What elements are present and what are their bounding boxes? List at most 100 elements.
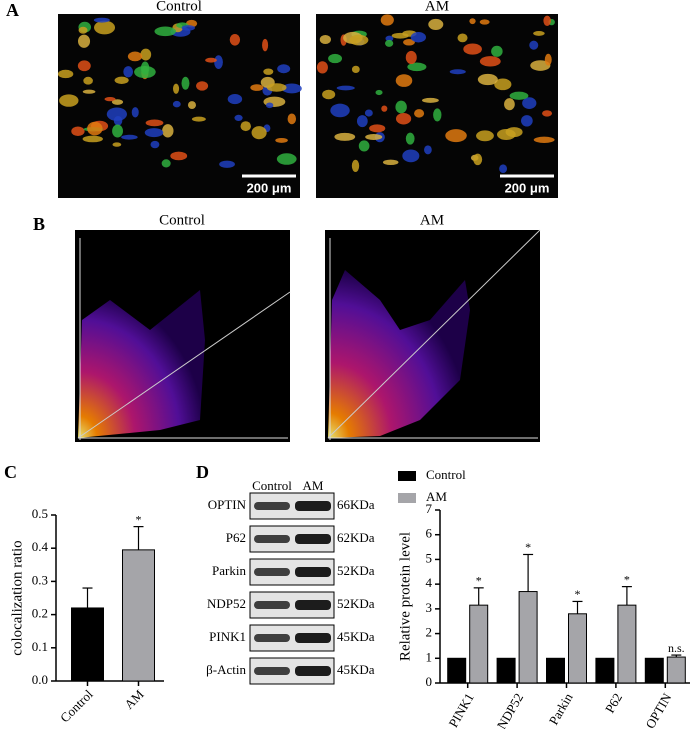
y-tick-label: 6	[426, 526, 433, 541]
cell	[316, 61, 328, 74]
protein-label: OPTIN	[208, 497, 247, 512]
cell	[57, 69, 74, 79]
legend-label: AM	[426, 489, 447, 504]
image-title: Control	[156, 0, 202, 14]
significance: *	[476, 574, 482, 588]
cell	[322, 89, 336, 100]
cell	[150, 140, 160, 149]
cell	[476, 130, 494, 142]
cell	[349, 34, 369, 46]
cell	[251, 126, 267, 140]
cell	[277, 64, 291, 74]
cell	[543, 15, 551, 26]
cell	[457, 33, 468, 43]
cell	[424, 145, 432, 155]
cell	[172, 100, 181, 108]
cell	[496, 129, 516, 140]
cell	[82, 135, 103, 143]
cell	[428, 18, 444, 30]
cell	[395, 74, 413, 87]
cell	[479, 56, 501, 67]
significance: n.s.	[668, 641, 685, 655]
band	[295, 600, 331, 610]
cell	[219, 160, 235, 168]
cell	[287, 113, 297, 125]
bar	[518, 591, 538, 684]
cell	[83, 76, 93, 85]
cell	[262, 38, 269, 52]
blot-header: Control	[252, 478, 292, 493]
cell	[403, 39, 415, 46]
cells	[57, 14, 555, 174]
cell	[276, 153, 297, 165]
cell	[281, 83, 302, 94]
cell	[234, 114, 243, 122]
cell	[334, 132, 356, 141]
cell	[266, 83, 287, 92]
band	[254, 634, 290, 642]
protein-label: β-Actin	[206, 662, 246, 677]
scale-bar-label: 200 μm	[505, 180, 550, 195]
panel-label: A	[6, 0, 19, 20]
cell	[375, 89, 383, 96]
band	[254, 535, 290, 543]
cell	[364, 109, 373, 117]
cell	[181, 25, 195, 31]
y-tick-label: 0.1	[32, 639, 48, 654]
protein-label: Parkin	[212, 563, 246, 578]
y-axis-label: Relative protein level	[397, 532, 413, 661]
cell	[479, 19, 490, 25]
cell	[414, 109, 425, 118]
size-label: 66KDa	[337, 497, 375, 512]
bar	[617, 604, 637, 684]
y-tick-label: 7	[426, 501, 433, 516]
protein-label: PINK1	[209, 629, 246, 644]
legend-swatch	[398, 471, 416, 481]
cell	[140, 48, 152, 61]
band	[295, 666, 331, 676]
cell	[494, 78, 512, 91]
cell	[402, 149, 420, 163]
cell	[422, 97, 439, 103]
cell	[111, 99, 124, 105]
x-tick-label: OPTIN	[642, 690, 674, 729]
panel-label: B	[33, 214, 45, 234]
cell	[330, 103, 350, 118]
cell	[229, 33, 241, 46]
legend-swatch	[398, 493, 416, 503]
cell	[544, 53, 552, 66]
image-title: AM	[425, 0, 449, 14]
cell	[351, 65, 360, 74]
size-label: 45KDa	[337, 662, 375, 677]
bar	[595, 657, 615, 684]
cell	[106, 107, 127, 121]
cell	[463, 43, 482, 55]
bar	[644, 657, 664, 684]
size-label: 62KDa	[337, 530, 375, 545]
band	[295, 534, 331, 544]
cell	[82, 89, 96, 94]
cell	[71, 126, 85, 137]
bar	[546, 657, 565, 684]
cell	[395, 112, 412, 125]
cell	[381, 105, 388, 112]
band	[295, 501, 331, 511]
cell	[473, 153, 483, 166]
cell	[319, 34, 331, 45]
x-tick-label: Control	[57, 686, 96, 725]
blot-header: AM	[303, 478, 324, 493]
cell	[275, 137, 288, 143]
size-label: 45KDa	[337, 629, 375, 644]
cell	[336, 85, 355, 91]
y-tick-label: 0	[426, 674, 433, 689]
legend-label: Control	[426, 467, 466, 482]
cell	[265, 102, 274, 109]
y-tick-label: 2	[426, 625, 433, 640]
bar	[71, 607, 104, 682]
cell	[77, 60, 91, 72]
band	[254, 502, 290, 510]
pixel-density	[78, 290, 205, 438]
panel-label: C	[4, 462, 17, 482]
cell	[227, 94, 243, 105]
